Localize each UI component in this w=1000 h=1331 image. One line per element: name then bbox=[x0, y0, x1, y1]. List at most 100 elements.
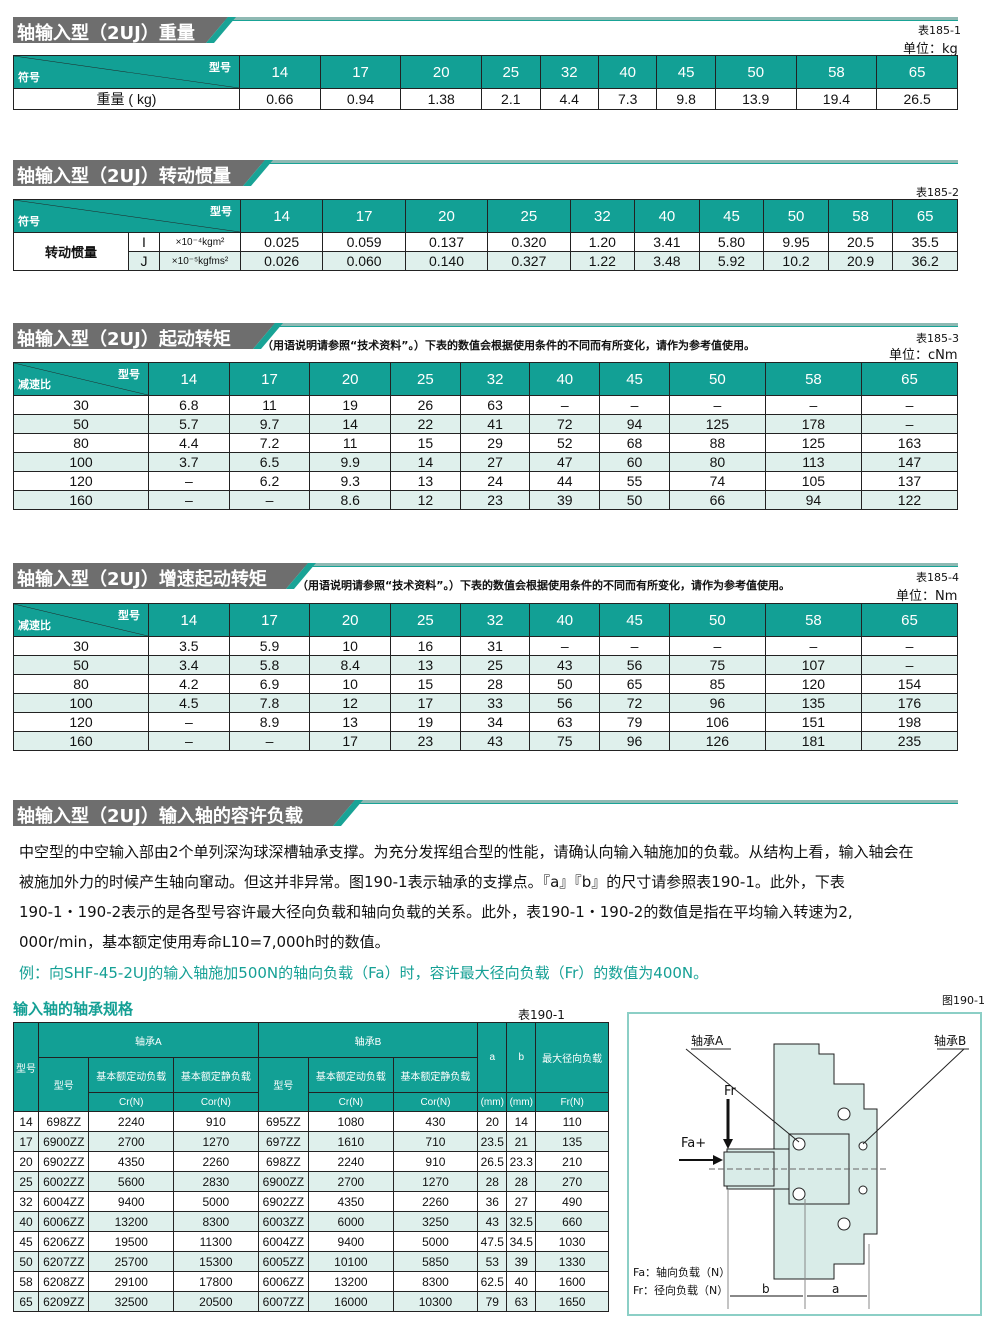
cell-value: 660 bbox=[535, 1211, 609, 1232]
cell-value: 36 bbox=[477, 1191, 508, 1212]
cell-value: 36.2 bbox=[892, 251, 958, 271]
cell-value: – bbox=[668, 636, 766, 656]
row-label-ratio: 50 bbox=[13, 414, 149, 434]
cell-value: 32 bbox=[12, 1191, 40, 1212]
cell-value: 16 bbox=[390, 636, 461, 656]
column-header-cor: Cor(N) bbox=[173, 1092, 259, 1112]
section-title: 轴输入型（2UJ）增速起动转矩 bbox=[17, 569, 267, 590]
table-row: 转动惯量 I ×10⁻⁴kgm² 0.025 0.059 0.137 0.320 1.20 3.… bbox=[13, 232, 958, 271]
cell-value: 9400 bbox=[88, 1191, 175, 1212]
cell-value: 0.025 bbox=[239, 232, 324, 252]
cell-value: 6902ZZ bbox=[38, 1151, 90, 1172]
cell-value: 181 bbox=[764, 731, 862, 751]
cell-value: 6208ZZ bbox=[38, 1271, 90, 1292]
column-header-model: 32 bbox=[459, 362, 531, 396]
paragraph-line: 000r/min，基本额定使用寿命L10=7,000h时的数值。 bbox=[19, 933, 390, 951]
cell-value: 6007ZZ bbox=[257, 1291, 310, 1312]
symbol-cell: J bbox=[128, 251, 160, 271]
column-header-model: 20 bbox=[309, 362, 392, 396]
column-header-cor: Cor(N) bbox=[392, 1092, 479, 1112]
cell-value: 2260 bbox=[392, 1191, 479, 1212]
cell-value: 50 bbox=[599, 490, 670, 510]
cell-value: 6.8 bbox=[148, 395, 230, 415]
cell-value: 4.4 bbox=[148, 433, 230, 453]
section-title: 轴输入型（2UJ）起动转矩 bbox=[17, 329, 231, 350]
cell-value: 5.9 bbox=[228, 636, 311, 656]
column-header-a: a bbox=[477, 1022, 508, 1093]
cell-value: 1030 bbox=[535, 1231, 609, 1252]
cell-value: 26.5 bbox=[876, 88, 958, 110]
cell-value: 34 bbox=[459, 712, 531, 732]
cell-value: – bbox=[599, 395, 670, 415]
column-header-model: 17 bbox=[322, 199, 406, 233]
cell-value: 10.2 bbox=[763, 251, 829, 271]
column-header-model: 17 bbox=[319, 55, 402, 89]
row-label-ratio: 80 bbox=[13, 433, 149, 453]
cell-value: 19 bbox=[309, 395, 392, 415]
cell-value: – bbox=[228, 490, 311, 510]
cell-value: 7.3 bbox=[597, 88, 658, 110]
cell-value: 63 bbox=[459, 395, 531, 415]
column-header-model: 50 bbox=[763, 199, 829, 233]
unit-cell: ×10⁻⁴kgm² bbox=[159, 232, 241, 252]
column-header-model: 45 bbox=[599, 362, 670, 396]
cell-value: 7.8 bbox=[228, 693, 311, 713]
cell-value: 26.5 bbox=[477, 1151, 508, 1172]
cell-value: 6003ZZ bbox=[257, 1211, 310, 1232]
table-note: （用语说明请参照“技术资料”。）下表的数值会根据使用条件的不同而有所变化，请作为… bbox=[262, 339, 755, 352]
column-header-mm: (mm) bbox=[477, 1092, 508, 1112]
column-header-model: 65 bbox=[876, 55, 958, 89]
cell-value: 12 bbox=[309, 693, 392, 713]
cell-value: – bbox=[529, 636, 601, 656]
cell-value: 6207ZZ bbox=[38, 1251, 90, 1272]
table-row: 25 6002ZZ 5600 2830 6900ZZ 2700 1270 28 28 270 bbox=[12, 1171, 609, 1192]
cell-value: 26 bbox=[390, 395, 461, 415]
table-row: 58 6208ZZ 29100 17800 6006ZZ 13200 8300 62.5 40 1… bbox=[12, 1271, 609, 1292]
cell-value: 3250 bbox=[392, 1211, 479, 1232]
cell-value: 63 bbox=[529, 712, 601, 732]
cell-value: 2700 bbox=[88, 1131, 175, 1152]
cell-value: 17 bbox=[390, 693, 461, 713]
cell-value: 94 bbox=[764, 490, 862, 510]
cell-value: 1080 bbox=[308, 1111, 394, 1132]
corner-label-row: 减速比 bbox=[18, 379, 51, 391]
column-header-model: 32 bbox=[539, 55, 599, 89]
cell-value: 11300 bbox=[173, 1231, 259, 1252]
column-header-model: 25 bbox=[487, 199, 571, 233]
cell-value: 6900ZZ bbox=[257, 1171, 310, 1192]
dimension-a: a bbox=[832, 1282, 840, 1296]
bearing-a-label: 轴承A bbox=[691, 1034, 724, 1048]
table-row: 14 698ZZ 2240 910 695ZZ 1080 430 20 14 110 bbox=[12, 1111, 609, 1132]
cell-value: 23.3 bbox=[506, 1151, 537, 1172]
cell-value: 19500 bbox=[88, 1231, 175, 1252]
cell-value: 17 bbox=[309, 731, 392, 751]
cell-value: 19 bbox=[390, 712, 461, 732]
cell-value: 9.9 bbox=[309, 452, 392, 472]
cell-value: 62.5 bbox=[477, 1271, 508, 1292]
corner-label-row: 符号 bbox=[18, 72, 40, 84]
cell-value: 20.5 bbox=[827, 232, 894, 252]
cell-value: 28 bbox=[506, 1171, 537, 1192]
cell-value: 13 bbox=[390, 471, 461, 491]
cell-value: 60 bbox=[599, 452, 670, 472]
cell-value: 27 bbox=[506, 1191, 537, 1212]
cell-value: 17800 bbox=[173, 1271, 259, 1292]
table-number: 表190-1 bbox=[518, 1008, 565, 1022]
cell-value: 2.1 bbox=[481, 88, 541, 110]
table-corner-header: 型号 符号 bbox=[13, 55, 240, 89]
cell-value: 154 bbox=[860, 674, 959, 694]
cell-value: – bbox=[860, 414, 959, 434]
cell-value: 40 bbox=[12, 1211, 40, 1232]
cell-value: 6002ZZ bbox=[38, 1171, 90, 1192]
column-header-dyn: 基本额定动负载 bbox=[88, 1057, 175, 1093]
cell-value: 31 bbox=[459, 636, 531, 656]
column-header-model: 65 bbox=[892, 199, 958, 233]
column-header-model: 45 bbox=[656, 55, 716, 89]
row-label-ratio: 160 bbox=[13, 490, 149, 510]
cell-value: 11 bbox=[309, 433, 392, 453]
cell-value: 2700 bbox=[308, 1171, 394, 1192]
cell-value: 137 bbox=[860, 471, 959, 491]
column-header-model: 65 bbox=[860, 603, 959, 637]
cell-value: 125 bbox=[764, 433, 862, 453]
cell-value: – bbox=[148, 712, 230, 732]
